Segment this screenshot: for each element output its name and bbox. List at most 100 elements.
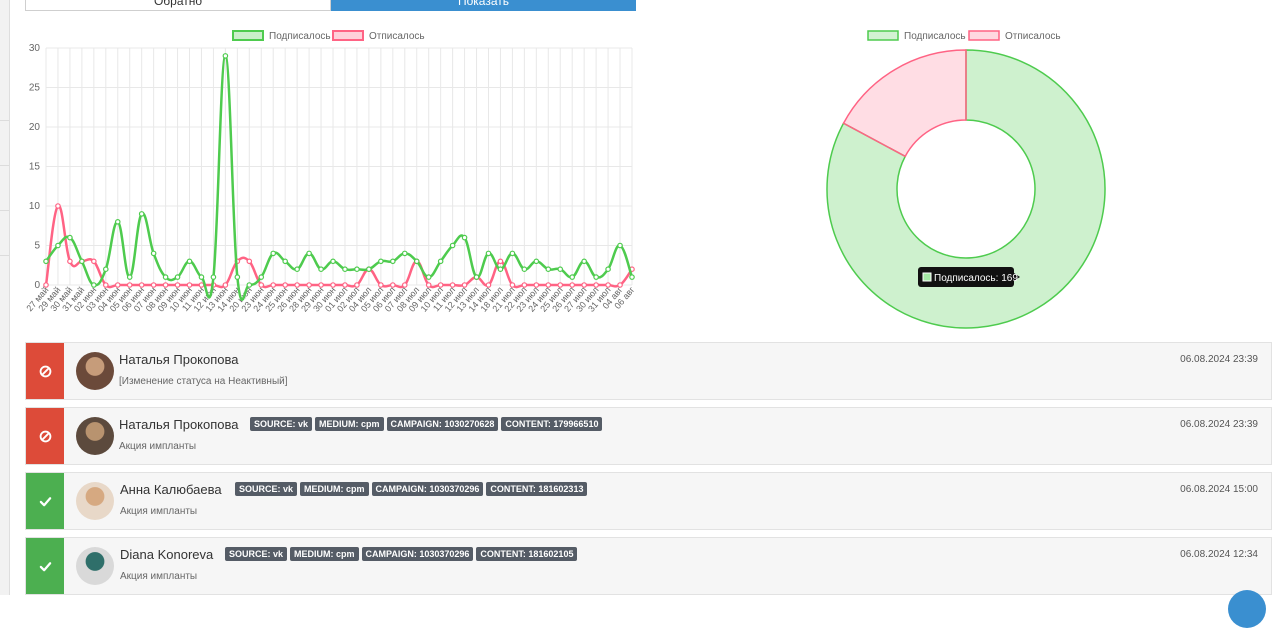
data-point[interactable]	[102, 266, 109, 273]
data-point[interactable]	[378, 258, 384, 265]
data-point[interactable]	[150, 250, 157, 257]
donut-slice[interactable]	[826, 49, 1106, 329]
data-point[interactable]	[461, 282, 468, 288]
data-point[interactable]	[569, 274, 576, 280]
feed-item[interactable]: Анна Калюбаева SOURCE: vk MEDIUM: cpm CAMPA…	[25, 472, 1272, 530]
data-point[interactable]	[270, 250, 277, 257]
data-point[interactable]	[521, 266, 528, 273]
data-point[interactable]	[330, 258, 336, 265]
data-point[interactable]	[497, 266, 504, 273]
contact-name[interactable]: Diana Konoreva	[120, 547, 214, 562]
data-point[interactable]	[593, 282, 599, 288]
data-point[interactable]	[234, 274, 241, 280]
data-point[interactable]	[354, 266, 360, 273]
data-point[interactable]	[150, 282, 157, 288]
data-point[interactable]	[617, 282, 623, 288]
data-point[interactable]	[318, 282, 324, 288]
feed-item[interactable]: Diana Konoreva SOURCE: vk MEDIUM: cpm CAMPA…	[25, 537, 1272, 595]
data-point[interactable]	[102, 282, 109, 288]
data-point[interactable]	[55, 203, 61, 209]
data-point[interactable]	[497, 258, 504, 265]
data-point[interactable]	[581, 258, 587, 265]
data-point[interactable]	[246, 282, 253, 288]
data-point[interactable]	[79, 258, 85, 265]
data-point[interactable]	[126, 282, 133, 288]
legend-label[interactable]: Отписалось	[369, 31, 425, 42]
data-point[interactable]	[138, 282, 145, 288]
data-point[interactable]	[425, 282, 432, 288]
chat-fab-button[interactable]	[1228, 590, 1266, 628]
data-point[interactable]	[521, 282, 528, 288]
data-point[interactable]	[605, 266, 611, 273]
avatar[interactable]	[76, 417, 114, 455]
data-point[interactable]	[330, 282, 336, 288]
data-point[interactable]	[569, 282, 576, 288]
data-point[interactable]	[258, 274, 265, 280]
data-point[interactable]	[210, 274, 217, 280]
data-point[interactable]	[593, 274, 599, 280]
feed-item[interactable]: Наталья Прокопова [Изменение статуса на Н…	[25, 342, 1272, 400]
data-point[interactable]	[449, 242, 456, 249]
data-point[interactable]	[282, 282, 288, 288]
data-point[interactable]	[138, 211, 145, 217]
contact-name[interactable]: Наталья Прокопова	[119, 417, 239, 432]
data-point[interactable]	[557, 282, 564, 288]
contact-name[interactable]: Анна Калюбаева	[120, 482, 222, 497]
legend-label[interactable]: Подписалось	[269, 31, 331, 42]
data-point[interactable]	[258, 282, 265, 288]
data-point[interactable]	[91, 258, 97, 265]
data-point[interactable]	[67, 234, 73, 241]
data-point[interactable]	[485, 250, 492, 257]
legend-swatch[interactable]	[232, 30, 264, 41]
data-point[interactable]	[114, 219, 121, 225]
data-point[interactable]	[306, 282, 312, 288]
data-point[interactable]	[43, 258, 49, 265]
data-point[interactable]	[342, 266, 348, 273]
data-point[interactable]	[270, 282, 277, 288]
data-point[interactable]	[473, 274, 480, 280]
data-point[interactable]	[222, 53, 229, 59]
data-point[interactable]	[629, 274, 635, 280]
data-point[interactable]	[294, 282, 300, 288]
contact-name[interactable]: Наталья Прокопова	[119, 352, 239, 367]
data-point[interactable]	[294, 266, 300, 273]
data-point[interactable]	[378, 282, 384, 288]
data-point[interactable]	[246, 258, 253, 265]
data-point[interactable]	[186, 282, 193, 288]
data-point[interactable]	[509, 282, 516, 288]
data-point[interactable]	[557, 266, 564, 273]
data-point[interactable]	[425, 274, 432, 280]
show-button[interactable]: Показать	[331, 0, 636, 11]
data-point[interactable]	[174, 282, 181, 288]
data-point[interactable]	[605, 282, 611, 288]
data-point[interactable]	[43, 282, 49, 288]
data-point[interactable]	[55, 242, 61, 249]
data-point[interactable]	[461, 234, 468, 241]
legend-swatch[interactable]	[968, 30, 1000, 41]
data-point[interactable]	[390, 258, 396, 265]
legend-swatch[interactable]	[332, 30, 364, 41]
avatar[interactable]	[76, 352, 114, 390]
data-point[interactable]	[222, 282, 229, 288]
data-point[interactable]	[174, 274, 181, 280]
data-point[interactable]	[390, 282, 396, 288]
data-point[interactable]	[67, 258, 73, 265]
data-point[interactable]	[581, 282, 587, 288]
data-point[interactable]	[401, 282, 408, 288]
data-point[interactable]	[401, 250, 408, 257]
data-point[interactable]	[449, 282, 456, 288]
data-point[interactable]	[533, 258, 540, 265]
data-point[interactable]	[413, 258, 420, 265]
data-point[interactable]	[198, 274, 205, 280]
data-point[interactable]	[198, 282, 205, 288]
data-point[interactable]	[114, 282, 121, 288]
avatar[interactable]	[76, 482, 114, 520]
data-point[interactable]	[545, 282, 552, 288]
avatar[interactable]	[76, 547, 114, 585]
data-point[interactable]	[533, 282, 540, 288]
data-point[interactable]	[342, 282, 348, 288]
data-point[interactable]	[366, 266, 372, 273]
data-point[interactable]	[318, 266, 324, 273]
data-point[interactable]	[545, 266, 552, 273]
legend-swatch[interactable]	[867, 30, 899, 41]
